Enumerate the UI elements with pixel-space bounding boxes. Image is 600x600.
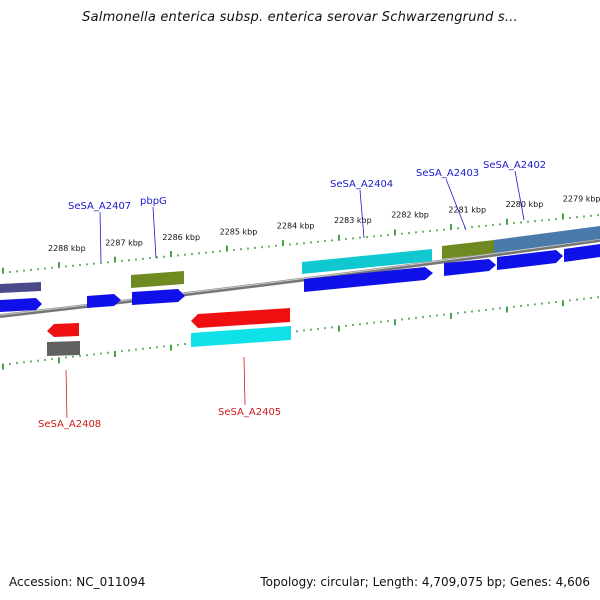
tick-label: 2287 kbp — [105, 239, 143, 248]
cds-feature[interactable] — [444, 259, 496, 276]
forward-cds-ring — [0, 244, 600, 312]
label-leaders — [65, 170, 525, 419]
gene-label[interactable]: SeSA_A2405 — [218, 407, 281, 418]
gene-label[interactable]: SeSA_A2403 — [416, 168, 479, 179]
gene-label[interactable]: SeSA_A2407 — [68, 201, 131, 212]
gene-feature[interactable] — [494, 226, 600, 253]
gene-labels: SeSA_A2407 pbpG SeSA_A2404 SeSA_A2403 Se… — [38, 160, 546, 430]
gene-label[interactable]: SeSA_A2408 — [38, 419, 101, 430]
reverse-cds-ring — [47, 308, 290, 337]
cds-feature[interactable] — [47, 323, 79, 337]
tick-label: 2280 kbp — [506, 200, 544, 209]
tick-label: 2282 kbp — [391, 211, 429, 220]
tick-label: 2286 kbp — [162, 233, 200, 242]
tick-label: 2283 kbp — [334, 216, 372, 225]
gene-feature[interactable] — [191, 326, 291, 347]
accession-text: Accession: NC_011094 — [9, 575, 146, 589]
cds-feature[interactable] — [304, 267, 433, 292]
gene-feature[interactable] — [302, 249, 432, 274]
gene-feature[interactable] — [442, 240, 494, 259]
gene-feature[interactable] — [131, 271, 184, 288]
tick-labels: 2288 kbp 2287 kbp 2286 kbp 2285 kbp 2284 kbp… — [48, 194, 600, 253]
reverse-gene-ring — [47, 326, 291, 356]
tick-label: 2285 kbp — [220, 227, 258, 236]
cds-feature[interactable] — [497, 250, 563, 270]
cds-feature[interactable] — [87, 294, 121, 308]
cds-feature[interactable] — [132, 289, 185, 305]
genome-backbone — [0, 238, 600, 318]
tick-label: 2281 kbp — [448, 205, 486, 214]
tick-label: 2279 kbp — [563, 194, 600, 203]
cds-feature[interactable] — [564, 244, 600, 262]
forward-gene-ring — [0, 226, 600, 293]
cds-feature[interactable] — [191, 308, 290, 328]
map-title: Salmonella enterica subsp. enterica sero… — [82, 10, 518, 25]
tick-label: 2288 kbp — [48, 244, 86, 253]
topology-summary: Topology: circular; Length: 4,709,075 bp… — [260, 575, 590, 589]
gene-feature[interactable] — [0, 282, 41, 293]
tick-row-upper — [2, 213, 599, 274]
gene-label[interactable]: pbpG — [140, 196, 167, 207]
tick-label: 2284 kbp — [277, 222, 315, 231]
gene-feature[interactable] — [47, 341, 80, 356]
gene-label[interactable]: SeSA_A2404 — [330, 179, 393, 190]
cds-feature[interactable] — [0, 298, 42, 312]
gene-label[interactable]: SeSA_A2402 — [483, 160, 546, 171]
